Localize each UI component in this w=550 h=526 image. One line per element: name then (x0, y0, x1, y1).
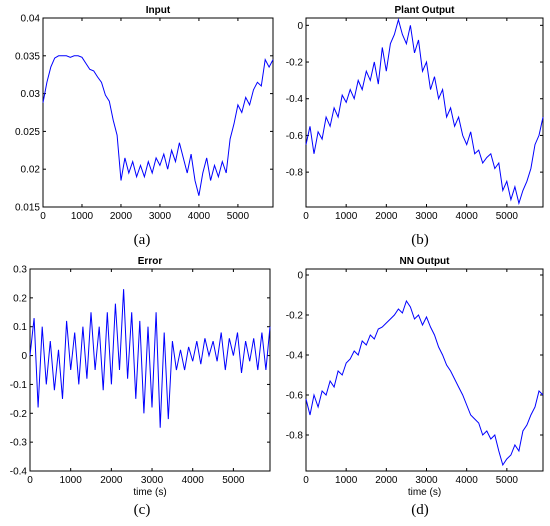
panel-label: (c) (134, 502, 151, 518)
y-tick-label: 0.015 (15, 203, 40, 214)
axes-frame (305, 17, 544, 208)
x-tick-label: 2000 (375, 475, 398, 486)
y-tick-label: 0.02 (21, 165, 41, 176)
x-tick-label: 5000 (227, 211, 250, 222)
x-tick-label: 3000 (415, 211, 438, 222)
x-tick-label: 0 (303, 211, 309, 222)
x-tick-label: 5000 (222, 475, 245, 486)
x-tick-label: 2000 (110, 211, 133, 222)
y-tick-label: 0.1 (13, 322, 27, 333)
y-tick-label: 0.025 (15, 127, 40, 138)
x-tick-label: 3000 (141, 475, 164, 486)
y-tick-label: 0.3 (13, 265, 27, 276)
x-tick-label: 4000 (456, 475, 479, 486)
y-tick-label: -0.1 (10, 380, 28, 391)
y-tick-label: -0.6 (286, 131, 304, 142)
y-tick-label: -0.3 (10, 438, 28, 449)
x-tick-label: 4000 (182, 475, 205, 486)
x-tick-label: 5000 (496, 211, 519, 222)
chart-title: NN Output (400, 256, 451, 267)
y-tick-label: 0.2 (13, 293, 27, 304)
x-axis-label: time (s) (133, 487, 166, 498)
chart-title: Error (138, 256, 163, 267)
y-tick-label: -0.2 (10, 409, 28, 420)
panel-label: (a) (134, 232, 151, 248)
chart-title: Input (146, 5, 171, 16)
y-tick-label: 0 (297, 21, 303, 32)
series-line (42, 55, 274, 196)
x-tick-label: 2000 (375, 211, 398, 222)
y-tick-label: -0.4 (286, 351, 304, 362)
y-tick-label: 0.03 (21, 89, 41, 100)
y-tick-label: -0.8 (286, 431, 304, 442)
x-tick-label: 4000 (456, 211, 479, 222)
y-tick-label: -0.6 (286, 391, 304, 402)
y-tick-label: 0 (21, 351, 27, 362)
series-line (305, 17, 544, 206)
chart-panel-1: Input 0 1000 2000 3000 4000 5000 0.015 0.02 0.025… (15, 5, 274, 248)
y-tick-label: -0.2 (286, 311, 304, 322)
series-line (305, 299, 544, 467)
x-tick-label: 1000 (71, 211, 94, 222)
x-tick-label: 2000 (100, 475, 123, 486)
chart-title: Plant Output (395, 5, 456, 16)
x-tick-label: 5000 (496, 475, 519, 486)
y-tick-label: 0.04 (21, 14, 41, 25)
panel-label: (b) (411, 232, 429, 248)
y-tick-label: -0.4 (286, 94, 304, 105)
x-tick-label: 0 (40, 211, 46, 222)
x-tick-label: 1000 (335, 475, 358, 486)
chart-panel-3: Error 0 1000 2000 3000 4000 5000 -0.4 -0.3 -0.2 -0… (10, 256, 271, 518)
y-tick-label: -0.2 (286, 58, 304, 69)
x-tick-label: 1000 (60, 475, 83, 486)
y-tick-label: 0 (297, 271, 303, 282)
x-tick-label: 1000 (335, 211, 358, 222)
x-tick-label: 4000 (188, 211, 211, 222)
panel-label: (d) (411, 502, 429, 518)
x-tick-label: 3000 (149, 211, 172, 222)
x-tick-label: 0 (303, 475, 309, 486)
x-axis-label: time (s) (408, 487, 441, 498)
y-tick-label: -0.8 (286, 168, 304, 179)
chart-panel-4: NN Output 0 1000 2000 3000 4000 5000 -0.8 -0.6 -0… (286, 256, 544, 518)
series-line (29, 289, 271, 428)
axes-frame (305, 268, 544, 472)
axes-frame (42, 17, 274, 208)
x-tick-label: 0 (27, 475, 33, 486)
y-tick-label: 0.035 (15, 51, 40, 62)
y-tick-label: -0.4 (10, 467, 28, 478)
chart-panel-2: Plant Output 0 1000 2000 3000 4000 5000 -0.8 -0.… (286, 5, 544, 248)
x-tick-label: 3000 (415, 475, 438, 486)
